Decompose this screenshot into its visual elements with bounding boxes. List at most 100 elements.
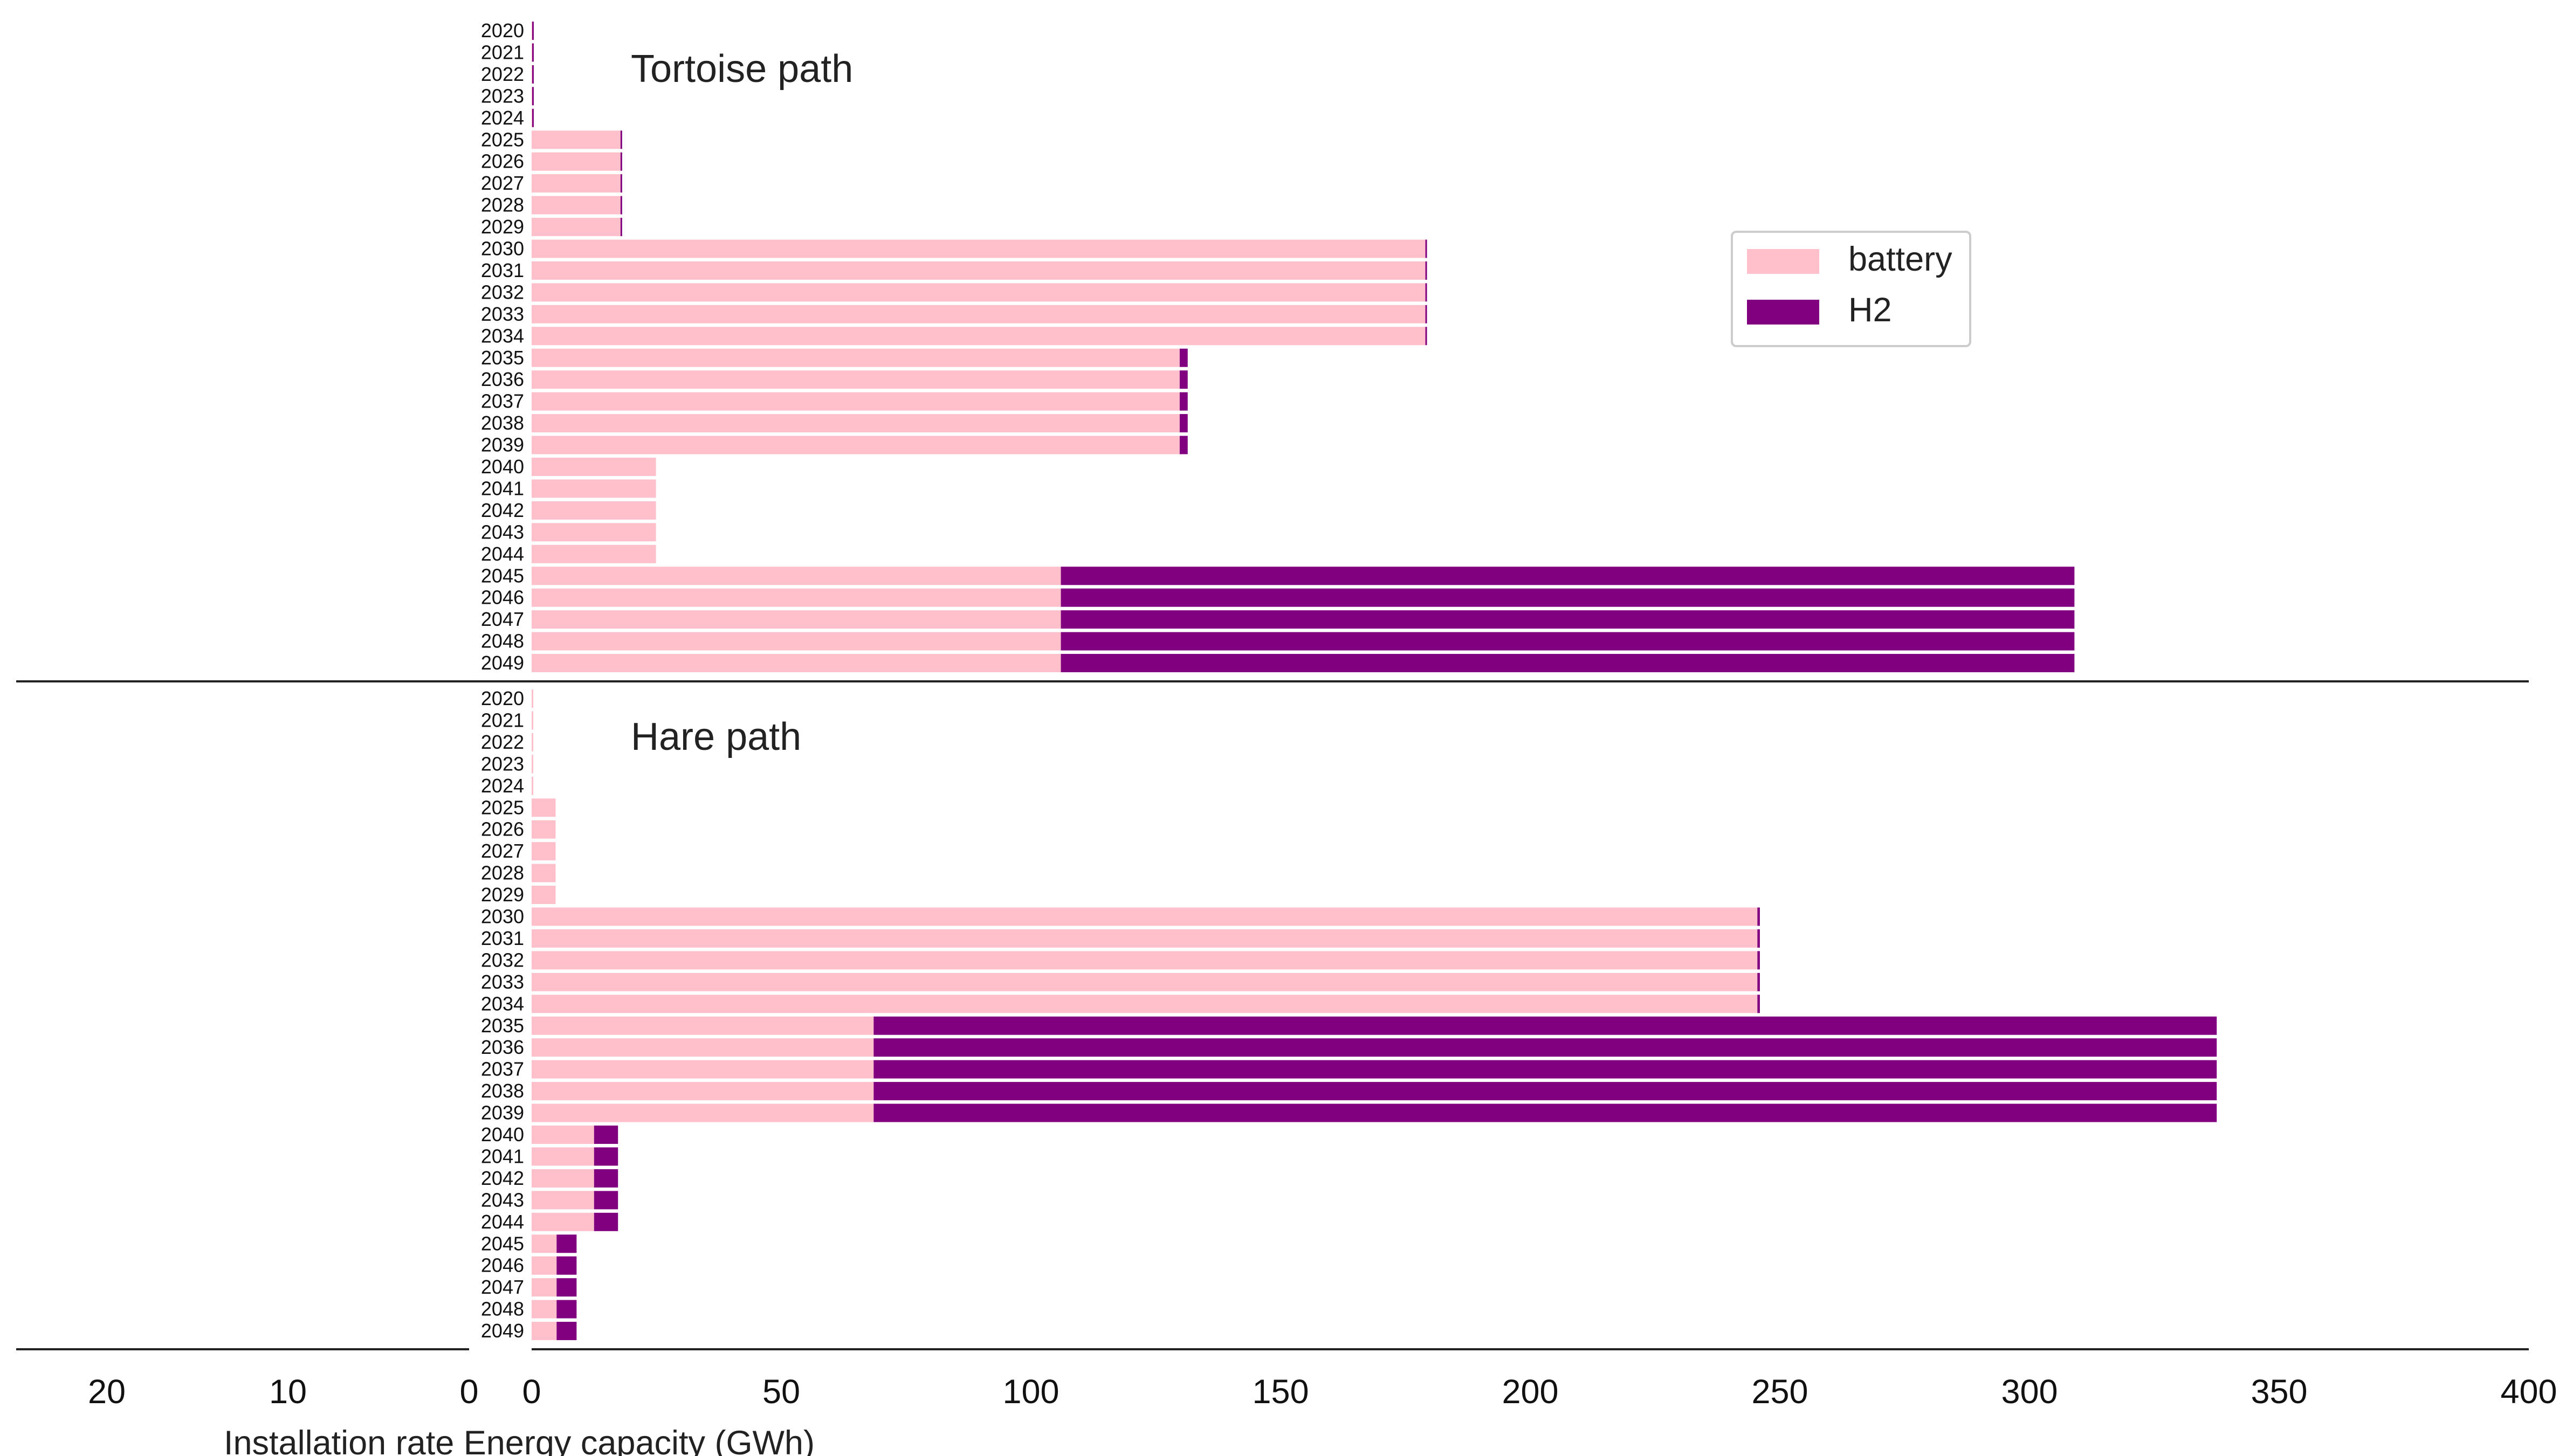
y-tick-label: 2031 [481, 259, 524, 281]
y-tick-label: 2047 [481, 608, 524, 630]
y-tick-label: 2040 [481, 1123, 524, 1146]
bar-h2 [1179, 414, 1188, 433]
bar-battery [532, 1147, 594, 1166]
bar-h2 [1061, 610, 2075, 629]
bar-battery [532, 632, 1061, 651]
y-tick-label: 2033 [481, 971, 524, 993]
bar-h2 [594, 1126, 618, 1144]
bar-h2 [1425, 283, 1427, 302]
y-tick-label: 2033 [481, 303, 524, 325]
bar-battery [532, 886, 556, 905]
y-tick-label: 2041 [481, 477, 524, 499]
bar-battery [532, 370, 1180, 389]
bar-battery [532, 1038, 874, 1057]
y-tick-label: 2037 [481, 390, 524, 412]
bar-battery [532, 174, 621, 193]
legend-label-h2: H2 [1848, 291, 1892, 329]
bar-battery [532, 1322, 557, 1341]
y-tick-label: 2035 [481, 347, 524, 369]
bar-battery [532, 544, 656, 563]
y-tick-label: 2047 [481, 1276, 524, 1298]
bar-h2 [1757, 951, 1760, 970]
bar-battery [532, 348, 1180, 367]
bar-battery [532, 436, 1180, 454]
bar-battery [532, 864, 556, 882]
panel-title: Tortoise path [631, 47, 853, 91]
bar-battery [532, 1126, 594, 1144]
y-tick-label: 2034 [481, 325, 524, 347]
bar-battery [532, 907, 1758, 926]
bar-h2 [556, 1256, 577, 1275]
y-tick-label: 2026 [481, 818, 524, 840]
x-tick-label: 250 [1751, 1373, 1808, 1411]
bar-h2 [873, 1060, 2217, 1079]
y-tick-label: 2048 [481, 1298, 524, 1320]
x-tick-label: 400 [2500, 1373, 2557, 1411]
y-tick-label: 2036 [481, 368, 524, 390]
y-tick-label: 2023 [481, 85, 524, 107]
bar-h2 [1179, 370, 1188, 389]
bar-h2 [1425, 261, 1427, 280]
y-tick-label: 2043 [481, 1189, 524, 1211]
y-tick-label: 2021 [481, 41, 524, 63]
bar-battery [532, 567, 1061, 585]
bar-h2 [873, 1038, 2217, 1057]
y-tick-label: 2022 [481, 63, 524, 85]
bar-h2 [873, 1016, 2217, 1035]
y-tick-label: 2044 [481, 543, 524, 565]
bar-battery [532, 1169, 594, 1188]
bar-h2 [1757, 972, 1760, 991]
x-tick-label: 10 [269, 1373, 307, 1411]
bar-h2 [1061, 588, 2075, 607]
y-tick-label: 2037 [481, 1058, 524, 1080]
bar-battery [532, 458, 656, 476]
bar-h2 [1757, 929, 1760, 948]
bar-h2 [1179, 348, 1188, 367]
bar-h2 [1061, 632, 2075, 651]
bar-battery [532, 951, 1758, 970]
y-tick-label: 2025 [481, 128, 524, 150]
x-axis-label: Installation rate Energy capacity (GWh) [224, 1424, 815, 1456]
y-tick-label: 2029 [481, 884, 524, 906]
y-tick-label: 2030 [481, 906, 524, 928]
y-tick-label: 2038 [481, 412, 524, 434]
y-tick-label: 2032 [481, 281, 524, 303]
bar-h2 [620, 174, 622, 193]
y-tick-label: 2022 [481, 731, 524, 753]
bar-battery [532, 588, 1061, 607]
bar-h2 [1757, 995, 1760, 1013]
bar-h2 [1425, 327, 1427, 346]
x-tick-label: 0 [522, 1373, 541, 1411]
bar-h2 [1061, 654, 2075, 673]
bar-h2 [556, 1300, 577, 1319]
y-tick-label: 2023 [481, 753, 524, 775]
bar-battery [532, 1212, 594, 1231]
y-tick-label: 2045 [481, 1232, 524, 1254]
bar-h2 [1179, 436, 1188, 454]
x-tick-label: 350 [2251, 1373, 2307, 1411]
axes: 20 10 0 0 50 100 150 200 250 300 350 400Installatio… [16, 680, 2557, 1456]
x-tick-label: 20 [88, 1373, 126, 1411]
legend: battery H2 [1731, 231, 1971, 347]
bar-h2 [1425, 305, 1427, 323]
y-tick-label: 2042 [481, 1167, 524, 1189]
y-tick-label: 2034 [481, 992, 524, 1015]
y-tick-label: 2027 [481, 840, 524, 862]
bar-battery [532, 995, 1758, 1013]
bar-h2 [556, 1234, 577, 1253]
bar-battery [532, 689, 533, 708]
bar-battery [532, 711, 533, 730]
bar-h2 [1179, 392, 1188, 411]
bar-battery [532, 733, 533, 751]
y-tick-label: 2027 [481, 172, 524, 194]
bar-battery [532, 239, 1426, 258]
bar-battery [532, 820, 556, 839]
y-tick-label: 2035 [481, 1015, 524, 1037]
bar-h2 [620, 196, 622, 215]
y-tick-label: 2049 [481, 1320, 524, 1342]
bar-battery [532, 1103, 874, 1122]
y-tick-label: 2039 [481, 434, 524, 456]
x-tick-label: 50 [762, 1373, 800, 1411]
bar-h2 [594, 1191, 618, 1210]
panel-title: Hare path [631, 715, 801, 758]
